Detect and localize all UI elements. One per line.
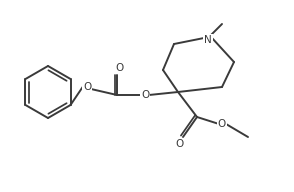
Text: O: O [176,139,184,149]
Text: O: O [218,119,226,129]
Text: O: O [83,82,91,92]
Text: N: N [204,35,212,45]
Text: O: O [115,63,123,73]
Text: O: O [141,90,149,100]
